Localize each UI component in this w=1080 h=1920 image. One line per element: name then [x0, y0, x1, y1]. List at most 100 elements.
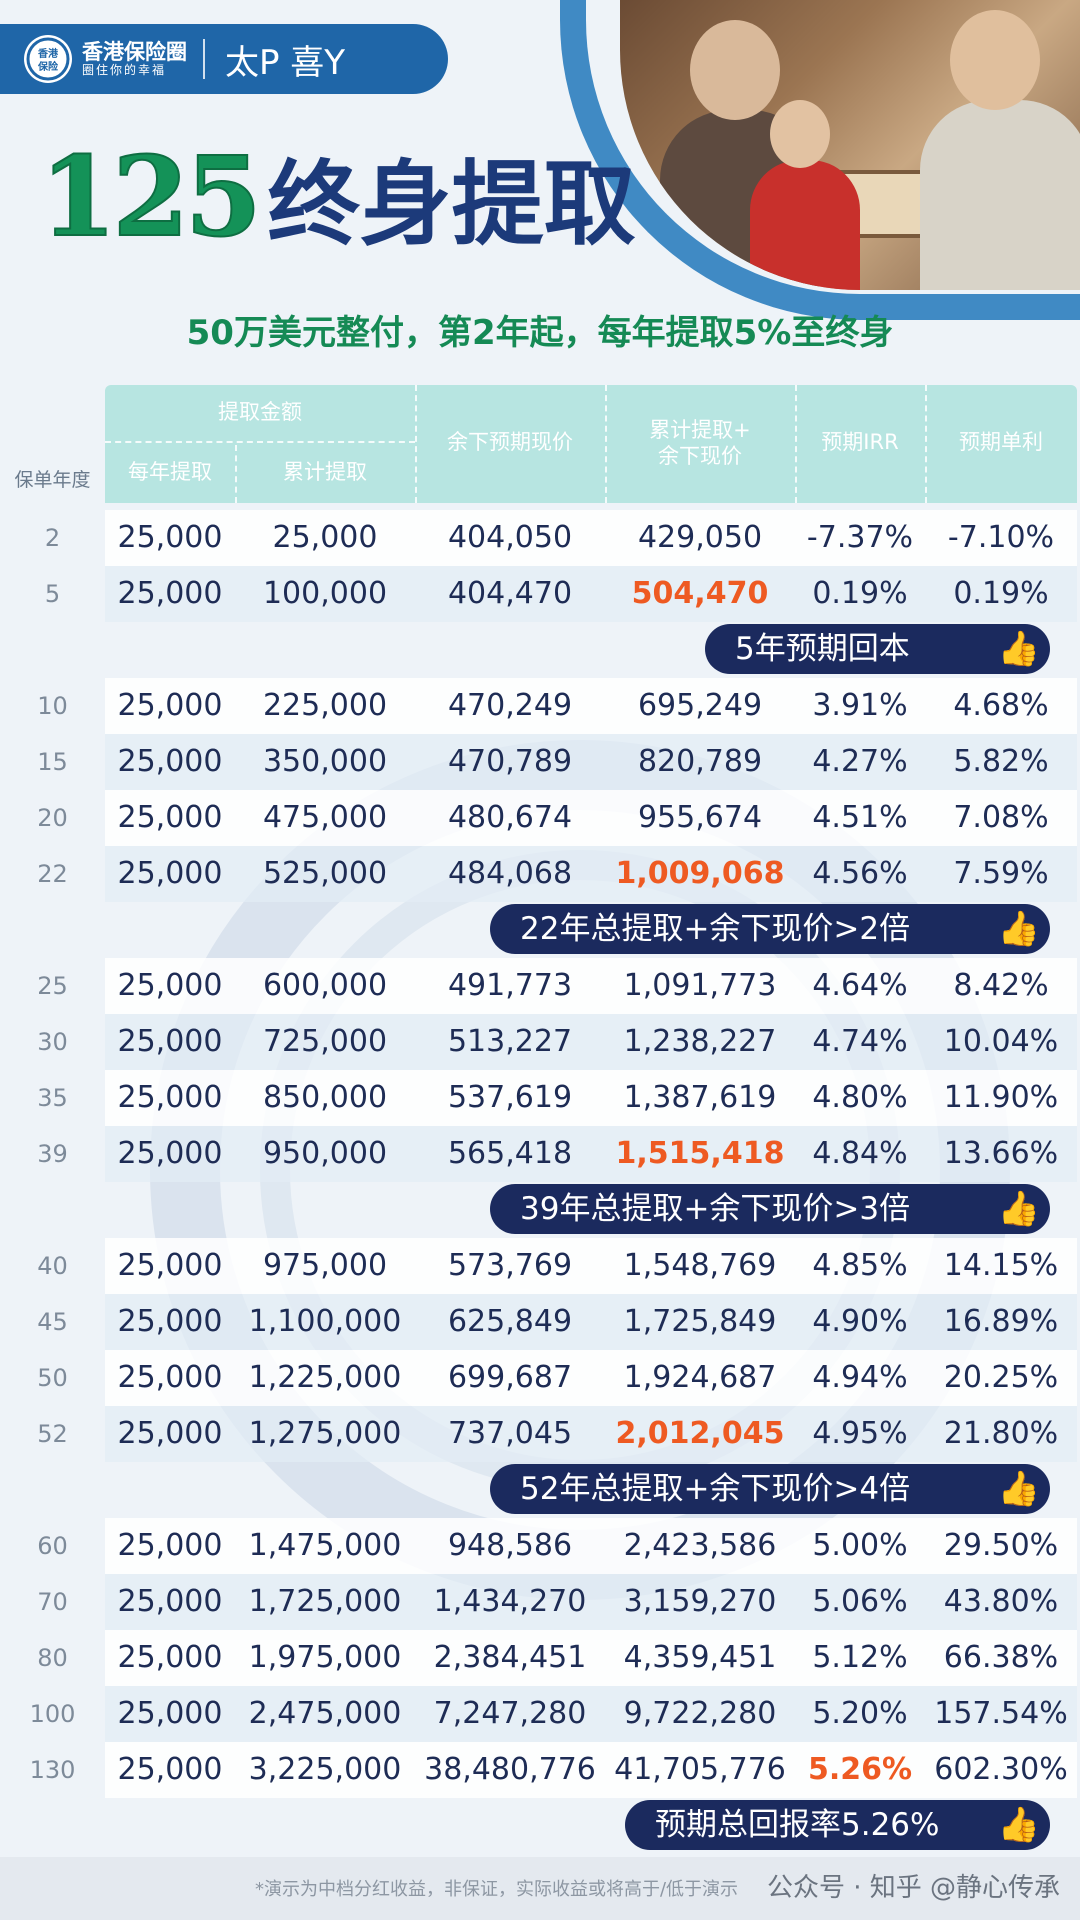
row-band	[105, 678, 1077, 734]
table-row: 50 25,000 1,225,000 699,687 1,924,687 4.94% 20…	[0, 1350, 1080, 1406]
cell-year: 39	[37, 1140, 68, 1168]
cell-simple: 8.42%	[953, 968, 1049, 1003]
cell-irr: 5.06%	[812, 1584, 908, 1619]
row-band	[105, 734, 1077, 790]
cell-simple: 7.59%	[953, 856, 1049, 891]
cell-simple: 7.08%	[953, 800, 1049, 835]
brand-text: 香港保险圈 圈住你的幸福	[82, 40, 187, 77]
cell-cumulative: 475,000	[262, 800, 388, 835]
header-divider	[415, 385, 417, 503]
cell-simple: 16.89%	[943, 1304, 1059, 1339]
cell-cumulative: 950,000	[262, 1136, 388, 1171]
cell-year: 22	[37, 860, 68, 888]
table-row: 52 25,000 1,275,000 737,045 2,012,045 4.95% 21…	[0, 1406, 1080, 1462]
header-simple: 预期单利	[959, 430, 1043, 454]
cell-annual: 25,000	[117, 1640, 223, 1675]
cell-annual: 25,000	[117, 1024, 223, 1059]
cell-total: 1,009,068	[615, 856, 785, 891]
cell-total: 9,722,280	[623, 1696, 777, 1731]
cell-total: 1,091,773	[623, 968, 777, 1003]
cell-cumulative: 3,225,000	[248, 1752, 402, 1787]
cell-simple: -7.10%	[947, 520, 1055, 555]
cell-year: 70	[37, 1588, 68, 1616]
table-row: 39 25,000 950,000 565,418 1,515,418 4.84% 13.6…	[0, 1126, 1080, 1182]
cell-cumulative: 1,475,000	[248, 1528, 402, 1563]
cell-annual: 25,000	[117, 744, 223, 779]
cell-simple: 43.80%	[943, 1584, 1059, 1619]
table-row: 40 25,000 975,000 573,769 1,548,769 4.85% 14.1…	[0, 1238, 1080, 1294]
cell-simple: 29.50%	[943, 1528, 1059, 1563]
cell-total: 1,548,769	[623, 1248, 777, 1283]
hero-swoosh	[560, 0, 1080, 320]
cell-irr: 4.84%	[812, 1136, 908, 1171]
cell-simple: 157.54%	[934, 1696, 1068, 1731]
cell-remaining: 2,384,451	[433, 1640, 587, 1675]
cell-cumulative: 350,000	[262, 744, 388, 779]
header-irr: 预期IRR	[821, 430, 899, 454]
cell-year: 80	[37, 1644, 68, 1672]
cell-year: 35	[37, 1084, 68, 1112]
footer: *演示为中档分红收益，非保证，实际收益或将高于/低于演示 公众号 · 知乎 @静…	[0, 1857, 1080, 1920]
cell-total: 1,387,619	[623, 1080, 777, 1115]
cell-remaining: 625,849	[447, 1304, 573, 1339]
cell-cumulative: 1,100,000	[248, 1304, 402, 1339]
cell-remaining: 7,247,280	[433, 1696, 587, 1731]
row-band	[105, 846, 1077, 902]
table-row: 35 25,000 850,000 537,619 1,387,619 4.80% 11.9…	[0, 1070, 1080, 1126]
row-band	[105, 1070, 1077, 1126]
cell-irr: 4.51%	[812, 800, 908, 835]
thumbs-up-icon: 👍	[997, 629, 1041, 669]
cell-irr: 4.85%	[812, 1248, 908, 1283]
cell-simple: 4.68%	[953, 688, 1049, 723]
cell-annual: 25,000	[117, 520, 223, 555]
cell-remaining: 404,470	[447, 576, 573, 611]
cell-remaining: 699,687	[447, 1360, 573, 1395]
cell-annual: 25,000	[117, 1584, 223, 1619]
table-row: 15 25,000 350,000 470,789 820,789 4.27% 5.82%	[0, 734, 1080, 790]
cell-irr: 5.12%	[812, 1640, 908, 1675]
cell-cumulative: 1,225,000	[248, 1360, 402, 1395]
main-title: 125 终身提取	[39, 130, 636, 263]
cell-irr: 4.27%	[812, 744, 908, 779]
table-row: 22 25,000 525,000 484,068 1,009,068 4.56% 7.59…	[0, 846, 1080, 902]
cell-irr: 0.19%	[812, 576, 908, 611]
product-name: 太P 喜Y	[225, 42, 346, 83]
cell-remaining: 737,045	[447, 1416, 573, 1451]
cell-total: 695,249	[637, 688, 763, 723]
cell-irr: 4.64%	[812, 968, 908, 1003]
cell-simple: 5.82%	[953, 744, 1049, 779]
cell-annual: 25,000	[117, 1080, 223, 1115]
cell-year: 60	[37, 1532, 68, 1560]
svg-text:保险: 保险	[37, 60, 59, 73]
cell-remaining: 38,480,776	[424, 1752, 596, 1787]
row-band	[105, 1742, 1077, 1798]
title-number: 125	[39, 131, 263, 262]
cell-irr: -7.37%	[806, 520, 914, 555]
cell-irr: 4.74%	[812, 1024, 908, 1059]
cell-annual: 25,000	[117, 1752, 223, 1787]
cell-cumulative: 1,725,000	[248, 1584, 402, 1619]
brand-slogan: 圈住你的幸福	[82, 62, 167, 77]
cell-year: 10	[37, 692, 68, 720]
header-cumulative: 累计提取	[283, 460, 367, 484]
cell-cumulative: 600,000	[262, 968, 388, 1003]
cell-annual: 25,000	[117, 688, 223, 723]
cell-annual: 25,000	[117, 968, 223, 1003]
row-band	[105, 958, 1077, 1014]
cell-year: 40	[37, 1252, 68, 1280]
header-year: 保单年度	[14, 469, 91, 491]
header-remaining: 余下预期现价	[447, 430, 573, 454]
cell-remaining: 484,068	[447, 856, 573, 891]
cell-irr: 4.95%	[812, 1416, 908, 1451]
cell-year: 2	[44, 524, 61, 552]
cell-total: 4,359,451	[623, 1640, 777, 1675]
cell-simple: 0.19%	[953, 576, 1049, 611]
cell-remaining: 573,769	[447, 1248, 573, 1283]
cell-remaining: 470,789	[447, 744, 573, 779]
cell-annual: 25,000	[117, 1528, 223, 1563]
row-band	[105, 510, 1077, 566]
cell-simple: 602.30%	[934, 1752, 1068, 1787]
title-text: 终身提取	[267, 151, 636, 258]
thumbs-up-icon: 👍	[997, 1469, 1041, 1509]
thumbs-up-icon: 👍	[997, 1189, 1041, 1229]
